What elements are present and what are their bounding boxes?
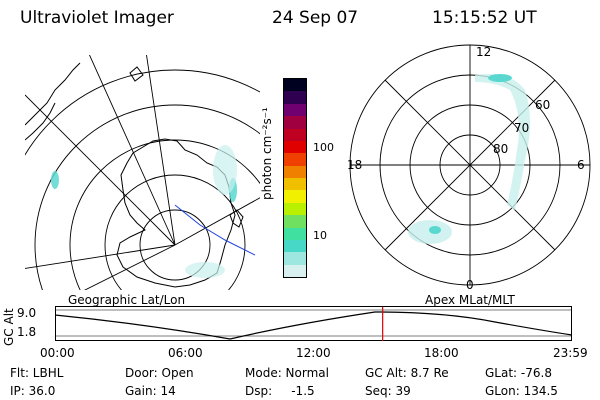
coastline — [229, 209, 244, 228]
timeline-ylabel: GC Alt — [2, 308, 16, 346]
colorbar-segment — [284, 264, 306, 277]
date-label: 24 Sep 07 — [272, 8, 359, 28]
colorbar-segment — [284, 140, 306, 154]
gain-info: Gain: 14 — [125, 384, 176, 398]
lat-circle — [25, 69, 260, 156]
lat-circle — [104, 174, 246, 290]
time-label: 15:15:52 UT — [432, 8, 537, 28]
colorbar-tick-10: 10 — [313, 229, 327, 242]
colorbar-segment — [284, 215, 306, 228]
altitude-curve — [55, 311, 573, 340]
door-info: Door: Open — [125, 366, 194, 380]
flt-info: Flt: LBHL — [10, 366, 64, 380]
aurora-haze — [185, 262, 225, 278]
aurora-patch — [488, 74, 512, 82]
meridian — [146, 55, 176, 246]
colorbar-segment — [284, 202, 306, 216]
satellite-track — [174, 204, 256, 256]
colorbar-segment — [284, 91, 306, 104]
timeline-frame — [55, 306, 572, 341]
aurora-patch — [51, 171, 59, 189]
colorbar-tick-100: 100 — [313, 141, 334, 154]
dsp-info: Dsp: -1.5 — [245, 384, 315, 398]
lat-circle — [69, 139, 260, 290]
mlt-label-12: 12 — [476, 45, 492, 59]
meridian — [174, 197, 260, 246]
glat-info: GLat: -76.8 — [485, 366, 552, 380]
ip-info: IP: 36.0 — [10, 384, 56, 398]
meridian — [25, 94, 176, 246]
timeline-ytick-min: 1.8 — [17, 325, 37, 339]
timeline-xtick-1200: 12:00 — [296, 346, 331, 360]
mlat-label-80: 80 — [493, 142, 509, 156]
timeline-xtick-0600: 06:00 — [168, 346, 203, 360]
colorbar-segment — [284, 79, 306, 92]
colorbar-segment — [284, 128, 306, 141]
aurora-haze — [213, 145, 237, 195]
colorbar-segment — [284, 153, 306, 166]
mode-info: Mode: Normal — [245, 366, 329, 380]
polar-panel-label: Apex MLat/MLT — [425, 293, 515, 307]
aurora-patch — [429, 226, 441, 234]
coastline — [129, 66, 144, 82]
meridian — [25, 244, 176, 269]
mlat-label-60: 60 — [535, 98, 551, 112]
colorbar-segment — [284, 190, 306, 203]
timeline-xtick-2359: 23:59 — [553, 346, 588, 360]
geographic-map — [25, 55, 260, 290]
coastline — [25, 102, 56, 141]
aurora-oval — [475, 74, 530, 210]
colorbar-unit-label: photon cm⁻²s⁻¹ — [260, 107, 274, 200]
glon-info: GLon: 134.5 — [485, 384, 558, 398]
colorbar-segment — [284, 116, 306, 129]
colorbar-segment — [284, 103, 306, 117]
colorbar-segment — [284, 165, 306, 178]
timeline-xtick-0000: 00:00 — [40, 346, 75, 360]
mlat-label-70: 70 — [514, 121, 530, 135]
lat-circle — [139, 209, 211, 281]
colorbar-segment — [284, 239, 306, 253]
timeline-ytick-max: 9.0 — [17, 306, 37, 320]
gcalt-info: GC Alt: 8.7 Re — [365, 366, 449, 380]
mlt-label-0: 0 — [466, 278, 474, 292]
altitude-timeline — [55, 306, 573, 341]
mlt-label-18: 18 — [347, 158, 363, 172]
coastline — [25, 62, 81, 126]
instrument-title: Ultraviolet Imager — [20, 8, 174, 28]
geographic-panel-label: Geographic Lat/Lon — [68, 293, 186, 307]
timeline-xtick-1800: 18:00 — [424, 346, 459, 360]
lat-circle — [34, 104, 260, 290]
polar-plot — [349, 44, 591, 286]
colorbar-segment — [284, 252, 306, 265]
meridian — [89, 55, 176, 246]
seq-info: Seq: 39 — [365, 384, 411, 398]
colorbar — [283, 78, 307, 278]
colorbar-segment — [284, 178, 306, 191]
mlt-label-6: 6 — [577, 158, 585, 172]
meridian — [83, 244, 176, 290]
colorbar-segment — [284, 227, 306, 240]
